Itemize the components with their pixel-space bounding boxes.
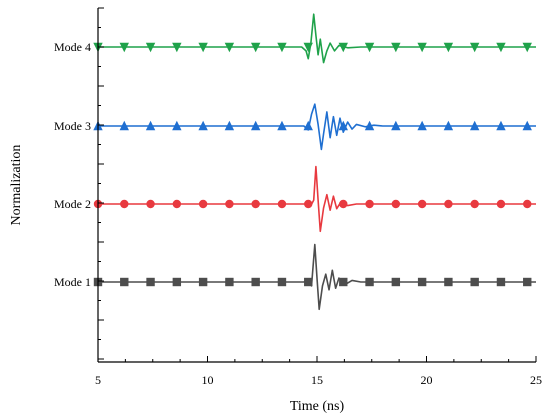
data-point [120, 277, 129, 287]
data-point [303, 120, 313, 131]
data-point [470, 277, 479, 287]
data-point [120, 199, 129, 209]
mode-label: Mode 1 [54, 275, 91, 289]
mode-label: Mode 2 [54, 197, 91, 211]
y-axis-label: Normalization [9, 145, 24, 226]
x-tick-label: 5 [95, 373, 101, 387]
data-point [172, 120, 182, 131]
data-point [496, 42, 506, 53]
data-point [523, 199, 532, 209]
data-point [338, 42, 348, 53]
series-mode-1 [93, 243, 536, 311]
data-point [145, 42, 156, 53]
data-point [250, 42, 261, 53]
data-point [304, 199, 313, 209]
data-point [172, 42, 182, 53]
data-point [417, 120, 427, 131]
data-point [522, 42, 532, 53]
data-point [251, 199, 260, 209]
data-point [146, 199, 155, 209]
data-point [172, 199, 182, 209]
data-point [443, 42, 454, 53]
data-point [251, 277, 260, 287]
data-point [417, 42, 427, 53]
data-point [496, 199, 506, 209]
data-point [365, 199, 374, 209]
x-tick-label: 10 [202, 373, 214, 387]
data-point [444, 277, 453, 287]
data-point [339, 277, 348, 287]
data-point [277, 120, 287, 131]
data-point [496, 277, 506, 287]
data-point [119, 42, 129, 53]
x-tick-label: 20 [421, 373, 433, 387]
data-point [338, 120, 348, 131]
data-point [198, 277, 208, 287]
data-point [198, 120, 208, 131]
data-point [339, 199, 348, 209]
x-ticks: 5 10 15 20 25 [95, 356, 542, 387]
data-point [496, 120, 506, 131]
data-point [417, 199, 427, 209]
mode-label: Mode 3 [54, 119, 91, 133]
data-point [277, 277, 287, 287]
data-point [146, 277, 155, 287]
data-point [225, 277, 234, 287]
data-point [444, 199, 453, 209]
data-point [365, 277, 374, 287]
data-point [224, 42, 235, 53]
data-point [303, 42, 313, 53]
x-tick-label: 25 [530, 373, 542, 387]
series-line [98, 243, 536, 311]
data-point [198, 42, 208, 53]
series-mode-2 [93, 165, 536, 233]
data-point [250, 120, 261, 131]
data-point [522, 120, 532, 131]
data-point [224, 120, 235, 131]
data-point [469, 42, 480, 53]
mode-labels: Mode 1 Mode 2 Mode 3 Mode 4 [54, 40, 91, 289]
x-axis-label: Time (ns) [290, 399, 345, 414]
data-point [391, 120, 401, 131]
x-tick-label: 15 [311, 373, 323, 387]
series-line [98, 13, 536, 64]
data-point [172, 277, 182, 287]
data-point [443, 120, 454, 131]
data-point [119, 120, 129, 131]
data-point [304, 277, 313, 287]
plot-area [93, 13, 536, 311]
series-mode-4 [93, 13, 536, 64]
data-point [391, 42, 401, 53]
series-line [98, 103, 536, 151]
data-point [364, 42, 375, 53]
data-point [470, 199, 479, 209]
data-point [364, 120, 375, 131]
series-line [98, 165, 536, 233]
data-point [391, 199, 401, 209]
data-point [145, 120, 156, 131]
data-point [225, 199, 234, 209]
data-point [417, 277, 427, 287]
data-point [391, 277, 401, 287]
data-point [277, 42, 287, 53]
data-point [277, 199, 287, 209]
y-ticks [98, 7, 104, 360]
series-mode-3 [93, 103, 536, 151]
data-point [198, 199, 208, 209]
data-point [523, 277, 532, 287]
data-point [469, 120, 480, 131]
mode-label: Mode 4 [54, 40, 91, 54]
